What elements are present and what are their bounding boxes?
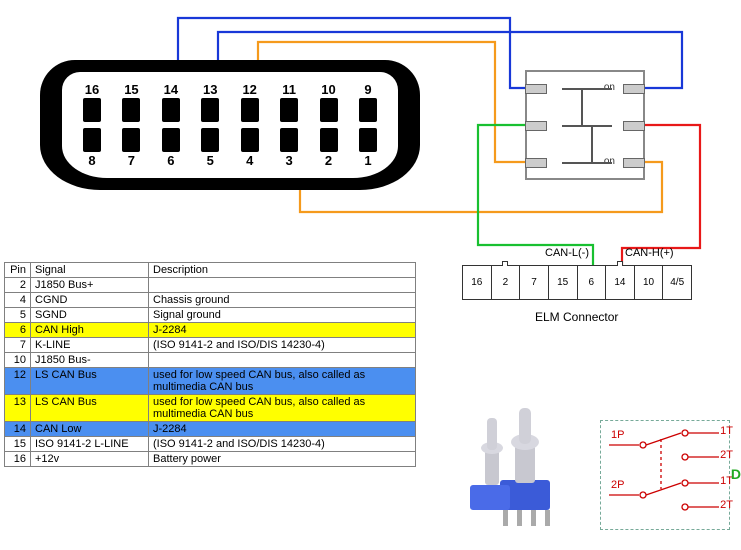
obd-row-top: 910111213141516 xyxy=(76,82,384,122)
obd-pin-14: 14 xyxy=(155,82,187,122)
th-pin: Pin xyxy=(5,263,31,278)
elm-pin-6: 6 xyxy=(578,266,607,299)
th-signal: Signal xyxy=(31,263,149,278)
dpdt-diagram: 1P 2P 1T 2T 1T 2T DPDT xyxy=(600,420,730,530)
table-row: 6CAN HighJ-2284 xyxy=(5,323,416,338)
table-row: 16+12vBattery power xyxy=(5,452,416,467)
obd-pin-8: 8 xyxy=(76,128,108,168)
obd-pin-13: 13 xyxy=(194,82,226,122)
obd-pin-4: 4 xyxy=(234,128,266,168)
elm-connector: 162715614104/5 xyxy=(462,265,692,300)
table-row: 5SGNDSignal ground xyxy=(5,308,416,323)
obd-pin-1: 1 xyxy=(352,128,384,168)
obd-pin-6: 6 xyxy=(155,128,187,168)
obd-pin-10: 10 xyxy=(313,82,345,122)
obd-pin-16: 16 xyxy=(76,82,108,122)
table-row: 7K-LINE(ISO 9141-2 and ISO/DIS 14230-4) xyxy=(5,338,416,353)
obd-pin-5: 5 xyxy=(194,128,226,168)
obd-pin-2: 2 xyxy=(313,128,345,168)
obd-connector: 910111213141516 12345678 xyxy=(40,60,420,190)
can-h-label: CAN-H(+) xyxy=(625,247,674,259)
table-row: 10J1850 Bus- xyxy=(5,353,416,368)
th-desc: Description xyxy=(149,263,416,278)
obd-pin-7: 7 xyxy=(115,128,147,168)
table-row: 2J1850 Bus+ xyxy=(5,278,416,293)
elm-pin-16: 16 xyxy=(463,266,492,299)
obd-row-bottom: 12345678 xyxy=(76,128,384,168)
table-row: 15ISO 9141-2 L-LINE(ISO 9141-2 and ISO/D… xyxy=(5,437,416,452)
elm-title: ELM Connector xyxy=(535,310,618,324)
obd-pin-12: 12 xyxy=(234,82,266,122)
dpdt-1t-a: 1T xyxy=(720,425,733,437)
table-row: 12LS CAN Busused for low speed CAN bus, … xyxy=(5,368,416,395)
table-row: 4CGNDChassis ground xyxy=(5,293,416,308)
elm-pin-14: 14 xyxy=(606,266,635,299)
elm-pin-7: 7 xyxy=(520,266,549,299)
pin-table: Pin Signal Description 2J1850 Bus+4CGNDC… xyxy=(4,262,416,467)
obd-pin-11: 11 xyxy=(273,82,305,122)
elm-pin-2: 2 xyxy=(492,266,521,299)
dpdt-switch: on on xyxy=(525,70,645,180)
table-row: 14CAN LowJ-2284 xyxy=(5,422,416,437)
dpdt-2t-a: 2T xyxy=(720,449,733,461)
dpdt-1p: 1P xyxy=(611,429,624,441)
dpdt-2p: 2P xyxy=(611,479,624,491)
table-row: 13LS CAN Busused for low speed CAN bus, … xyxy=(5,395,416,422)
elm-pin-4/5: 4/5 xyxy=(663,266,691,299)
can-l-label: CAN-L(-) xyxy=(545,247,589,259)
pin-table-body: 2J1850 Bus+4CGNDChassis ground5SGNDSigna… xyxy=(5,278,416,467)
elm-pin-15: 15 xyxy=(549,266,578,299)
elm-pin-10: 10 xyxy=(635,266,664,299)
dpdt-label: DPDT xyxy=(731,466,741,482)
obd-pin-3: 3 xyxy=(273,128,305,168)
obd-pin-15: 15 xyxy=(115,82,147,122)
obd-pin-9: 9 xyxy=(352,82,384,122)
toggle-switch-photo xyxy=(445,400,585,530)
dpdt-2t-b: 2T xyxy=(720,499,733,511)
